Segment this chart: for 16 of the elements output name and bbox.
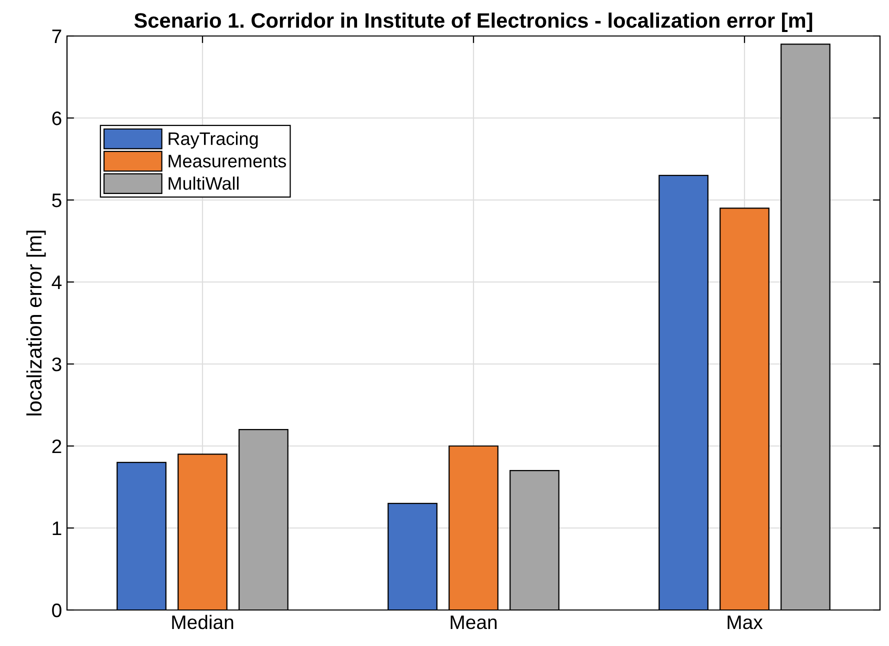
chart-title: Scenario 1. Corridor in Institute of Electronics - localization error [m]	[134, 12, 812, 32]
y-tick-label: 2	[52, 439, 62, 454]
y-tick-label: 7	[52, 30, 62, 44]
x-tick-label: Mean	[450, 616, 497, 630]
y-tick-label: 1	[52, 522, 62, 536]
y-tick-label: 5	[52, 194, 62, 208]
y-tick-label: 3	[52, 357, 62, 372]
x-tick-label: Median	[172, 614, 234, 630]
legend-label: Measurements	[168, 154, 286, 168]
y-axis-title: localization error [m]	[26, 230, 46, 416]
legend-label: MultiWall	[168, 176, 239, 190]
y-tick-label: 6	[52, 111, 62, 126]
y-tick-label: 0	[52, 603, 62, 618]
y-tick-label: 4	[52, 276, 62, 290]
legend-label: RayTracing	[168, 132, 258, 149]
x-tick-label: Max	[728, 616, 763, 630]
